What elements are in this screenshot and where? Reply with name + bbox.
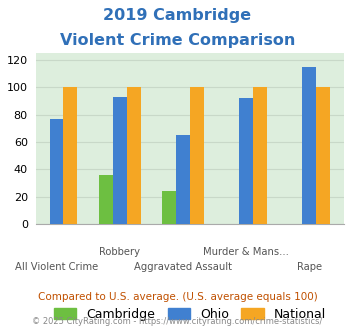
Text: Compared to U.S. average. (U.S. average equals 100): Compared to U.S. average. (U.S. average … xyxy=(38,292,317,302)
Bar xyxy=(302,67,316,224)
Text: Rape: Rape xyxy=(297,262,322,272)
Text: © 2025 CityRating.com - https://www.cityrating.com/crime-statistics/: © 2025 CityRating.com - https://www.city… xyxy=(32,317,323,326)
Bar xyxy=(190,87,204,224)
Text: All Violent Crime: All Violent Crime xyxy=(15,262,98,272)
Bar xyxy=(99,175,113,224)
Text: Aggravated Assault: Aggravated Assault xyxy=(134,262,232,272)
Text: Violent Crime Comparison: Violent Crime Comparison xyxy=(60,33,295,48)
Bar xyxy=(113,97,127,224)
Bar xyxy=(316,87,330,224)
Legend: Cambridge, Ohio, National: Cambridge, Ohio, National xyxy=(49,303,331,326)
Bar xyxy=(64,87,77,224)
Bar xyxy=(253,87,267,224)
Bar xyxy=(127,87,141,224)
Text: Murder & Mans...: Murder & Mans... xyxy=(203,247,289,257)
Bar xyxy=(239,98,253,224)
Text: 2019 Cambridge: 2019 Cambridge xyxy=(103,8,252,23)
Bar xyxy=(50,119,64,224)
Bar xyxy=(162,191,176,224)
Text: Robbery: Robbery xyxy=(99,247,140,257)
Bar xyxy=(176,135,190,224)
